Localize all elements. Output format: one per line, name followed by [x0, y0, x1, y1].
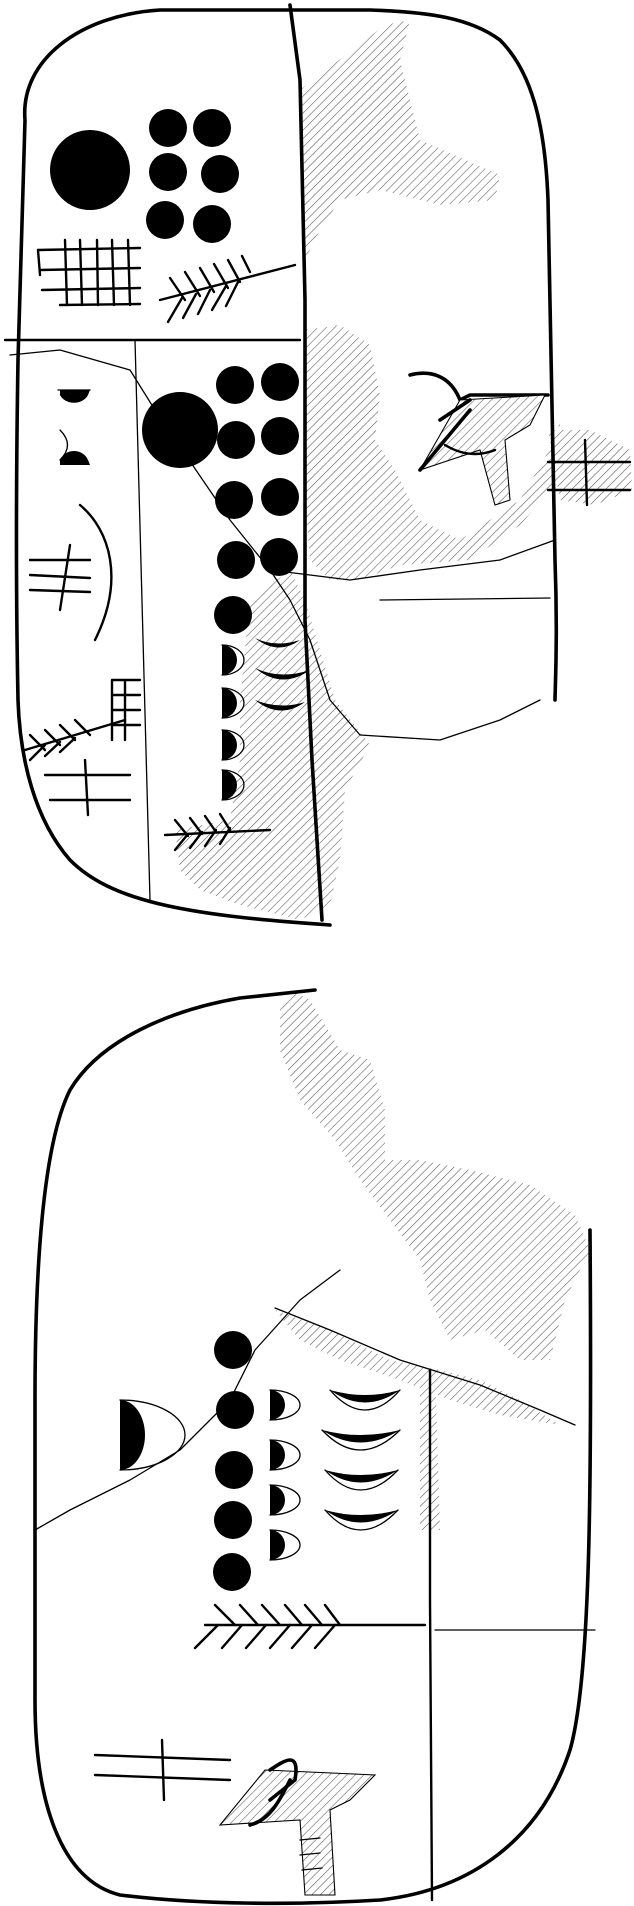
cross-sign: [43, 758, 132, 817]
numeral-small-circle: [261, 478, 299, 516]
numeral-small-circle: [201, 155, 239, 193]
barley-ear-sign: [23, 678, 142, 762]
crack-line: [269, 539, 556, 581]
bird-head-sign: [218, 1758, 377, 1896]
numeral-small-circle: [261, 417, 299, 455]
bow-sign: [28, 503, 113, 642]
numeral-half-disc-group: [269, 1389, 301, 1561]
numeral-crescent: [255, 638, 300, 648]
numeral-small-circle: [260, 538, 298, 576]
crack-line: [34, 1269, 341, 1531]
bird-head-sign: [408, 371, 550, 506]
vessel-sign: [57, 389, 91, 465]
crack-line: [274, 1307, 576, 1426]
numeral-small-circle: [149, 109, 187, 147]
numeral-small-circle: [214, 596, 252, 634]
numeral-small-circle: [215, 481, 253, 519]
numeral-small-circle: [216, 1391, 254, 1429]
numeral-small-circle: [213, 1553, 251, 1591]
numeral-large-circle: [50, 130, 130, 210]
cross-sign: [546, 438, 632, 507]
numeral-small-circle: [215, 1451, 253, 1489]
numeral-small-circle: [149, 153, 187, 191]
numeral-small-circle: [216, 366, 254, 404]
grid-sign: [36, 238, 142, 307]
numeral-small-circle: [217, 541, 255, 579]
numeral-half-disc: [222, 730, 237, 760]
numeral-crescent: [255, 668, 310, 680]
barley-ear-sign: [193, 1603, 427, 1650]
numeral-large-circle: [142, 392, 218, 468]
numeral-half-disc-group: [221, 644, 245, 801]
numeral-small-circle: [193, 205, 231, 243]
numeral-small-circle: [214, 1331, 252, 1369]
numeral-small-circle: [217, 421, 255, 459]
numeral-small-circle: [146, 201, 184, 239]
numeral-half-disc: [119, 1399, 186, 1471]
numeral-small-circle: [193, 109, 231, 147]
crack-line: [9, 349, 541, 741]
barley-ear-sign: [163, 812, 272, 852]
numeral-small-circle: [261, 363, 299, 401]
tablet-outline: [14, 8, 559, 927]
numeral-crescent-group: [255, 638, 310, 711]
obverse-face: [3, 3, 632, 927]
numeral-small-circle: [214, 1501, 252, 1539]
numeral-crescent: [255, 700, 305, 711]
case-divider-inner: [134, 339, 151, 901]
numeral-half-disc: [222, 645, 237, 675]
column-divider: [288, 3, 324, 922]
reverse-face: [33, 988, 596, 1906]
damage-area-lower: [275, 990, 590, 1530]
column-divider: [428, 1368, 434, 1902]
tablet-outline: [33, 988, 593, 1906]
barley-ear-sign: [158, 254, 297, 324]
numeral-crescent-group: [321, 1389, 401, 1531]
cross-sign: [93, 1738, 232, 1802]
numeral-half-disc: [222, 770, 237, 800]
case-divider-right: [379, 597, 551, 601]
numeral-half-disc: [222, 688, 237, 718]
